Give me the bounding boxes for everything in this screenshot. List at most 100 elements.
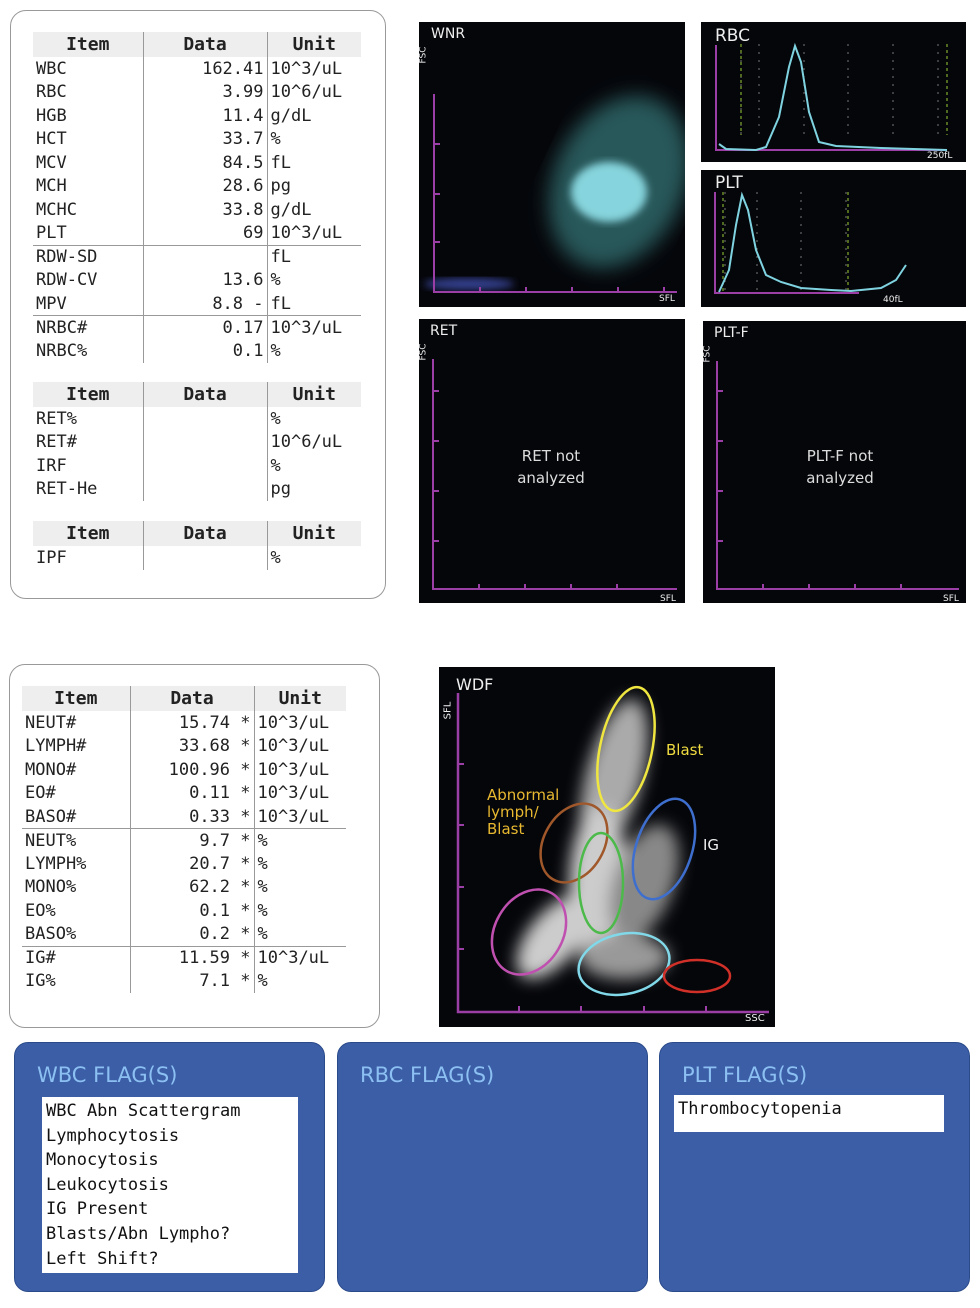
pltf-msg-line2: analyzed xyxy=(806,469,874,487)
table-row: MCV 84.5 fL xyxy=(33,151,361,175)
cell-unit: 10^3/uL xyxy=(253,945,346,970)
table-row: RDW-CV 13.6% xyxy=(33,268,361,292)
cell-value: 33.8 xyxy=(142,198,267,222)
ret-msg-line2: analyzed xyxy=(517,469,585,487)
rbc-flags-panel: RBC FLAG(S) xyxy=(337,1042,648,1292)
header-unit: Unit xyxy=(266,32,361,57)
cell-value: 9.7 * xyxy=(129,828,254,852)
pltf-msg-line1: PLT-F not xyxy=(806,447,874,465)
ret-x-label: SFL xyxy=(660,594,676,603)
cell-item: LYMPH# xyxy=(25,736,87,757)
ret-msg-line1: RET not xyxy=(521,447,581,465)
plt-curve xyxy=(718,191,907,293)
cell-unit: % xyxy=(266,454,361,478)
cell-value: 3.99 xyxy=(142,80,267,104)
table-row: IG# 11.59 * 10^3/uL xyxy=(22,945,346,970)
cell-value: 0.17 xyxy=(142,315,267,339)
wnr-debris xyxy=(424,278,514,290)
table-row: IPF% xyxy=(33,546,361,570)
cell-unit: 10^6/uL xyxy=(266,430,361,454)
cell-value: 162.41 xyxy=(142,57,267,81)
header-data: Data xyxy=(129,686,254,711)
abn-line3: Blast xyxy=(487,820,525,838)
cell-item: HGB xyxy=(36,105,67,126)
cell-value xyxy=(142,407,267,431)
wnr-y-label: FSC xyxy=(419,46,429,64)
header-unit: Unit xyxy=(266,382,361,407)
cell-value: 33.68 * xyxy=(129,734,254,758)
cell-value xyxy=(142,244,267,269)
ret-table: Item Data Unit RET%% RET# 10^6/uL IRF% RET-He pg xyxy=(33,382,361,501)
plt-flags-panel: PLT FLAG(S) Thrombocytopenia xyxy=(659,1042,970,1292)
cell-unit: % xyxy=(266,127,361,151)
table-row: HCT 33.7% xyxy=(33,127,361,151)
cell-unit: % xyxy=(253,922,346,946)
cell-item: LYMPH% xyxy=(25,853,87,874)
header-unit: Unit xyxy=(266,521,361,546)
cell-value: 0.2 * xyxy=(129,922,254,946)
plt-flags-title: PLT FLAG(S) xyxy=(682,1063,808,1087)
cell-unit: fL xyxy=(266,292,361,316)
table-row: MONO# 100.96 * 10^3/uL xyxy=(22,758,346,782)
abn-line1: Abnormal xyxy=(487,786,560,804)
wbc-flags-title: WBC FLAG(S) xyxy=(37,1063,178,1087)
table-row: EO# 0.11 * 10^3/uL xyxy=(22,781,346,805)
abn-line2: lymph/ xyxy=(487,803,539,821)
cell-item: EO# xyxy=(25,783,56,804)
cell-value xyxy=(142,546,267,570)
abnormal-lymph-label: Abnormal lymph/ Blast xyxy=(487,787,559,838)
cell-value: 20.7 * xyxy=(129,852,254,876)
cell-value: 15.74 * xyxy=(129,711,254,735)
cell-unit: 10^3/uL xyxy=(253,711,346,735)
cell-unit: % xyxy=(253,899,346,923)
wdf-cells xyxy=(516,699,679,979)
table-row: NRBC% 0.1% xyxy=(33,339,361,363)
cell-unit: % xyxy=(253,828,346,852)
cell-value xyxy=(142,430,267,454)
table-row: NEUT% 9.7 *% xyxy=(22,828,346,852)
blast-gate xyxy=(596,685,656,813)
header-data: Data xyxy=(142,382,267,407)
table-row: EO% 0.1 *% xyxy=(22,899,346,923)
cell-item: RDW-CV xyxy=(36,270,98,291)
cell-item: MONO% xyxy=(25,877,77,898)
table-row: MPV 8.8 - fL xyxy=(33,292,361,316)
neut-gate xyxy=(577,931,671,997)
cell-unit: g/dL xyxy=(266,104,361,128)
cell-unit: g/dL xyxy=(266,198,361,222)
pltf-not-analyzed: PLT-F not analyzed xyxy=(760,445,920,489)
cell-item: MONO# xyxy=(25,759,77,780)
ig-label: IG xyxy=(703,836,720,854)
cell-value: 8.8 - xyxy=(142,292,267,316)
cell-item: IRF xyxy=(36,455,67,476)
wnr-scattergram: WNR FSC SFL xyxy=(419,22,685,307)
cbc-table: Item Data Unit WBC 162.41 10^3/uL RBC 3.99 10^6/… xyxy=(33,32,361,363)
ret-not-analyzed: RET not analyzed xyxy=(471,445,631,489)
cell-value: 0.1 xyxy=(142,339,267,363)
table-row: RDW-SD fL xyxy=(33,244,361,269)
cell-item: NEUT# xyxy=(25,712,77,733)
pltf-y-label: FSC xyxy=(703,345,713,363)
cell-item: NRBC# xyxy=(33,315,143,339)
table-row: NRBC# 0.17 10^3/uL xyxy=(33,315,361,339)
cell-unit: pg xyxy=(266,477,361,501)
header-item: Item xyxy=(33,32,143,57)
table-row: IG% 7.1 *% xyxy=(22,969,346,993)
wdf-scattergram: WDF SFL SSC Blast Abnormal lymph/ Blast … xyxy=(439,667,775,1027)
cell-value: 11.4 xyxy=(142,104,267,128)
table-row: RET%% xyxy=(33,407,361,431)
cell-item: NEUT% xyxy=(22,828,130,852)
ret-y-label: FSC xyxy=(419,343,429,361)
cell-unit: pg xyxy=(266,174,361,198)
cell-item: MCHC xyxy=(36,199,77,220)
cell-unit: % xyxy=(253,969,346,993)
plt-title: PLT xyxy=(715,173,743,193)
pltf-scattergram: PLT-F FSC SFL PLT-F not analyzed xyxy=(703,321,966,603)
pltf-x-label: SFL xyxy=(943,594,959,603)
cell-value: 69 xyxy=(142,221,267,245)
wbc-flags-list: WBC Abn Scattergram Lymphocytosis Monocy… xyxy=(42,1097,298,1273)
cell-value xyxy=(142,454,267,478)
table-row: RET# 10^6/uL xyxy=(33,430,361,454)
cell-item: RBC xyxy=(36,82,67,103)
ret-scattergram: RET FSC SFL RET not analyzed xyxy=(419,319,685,603)
